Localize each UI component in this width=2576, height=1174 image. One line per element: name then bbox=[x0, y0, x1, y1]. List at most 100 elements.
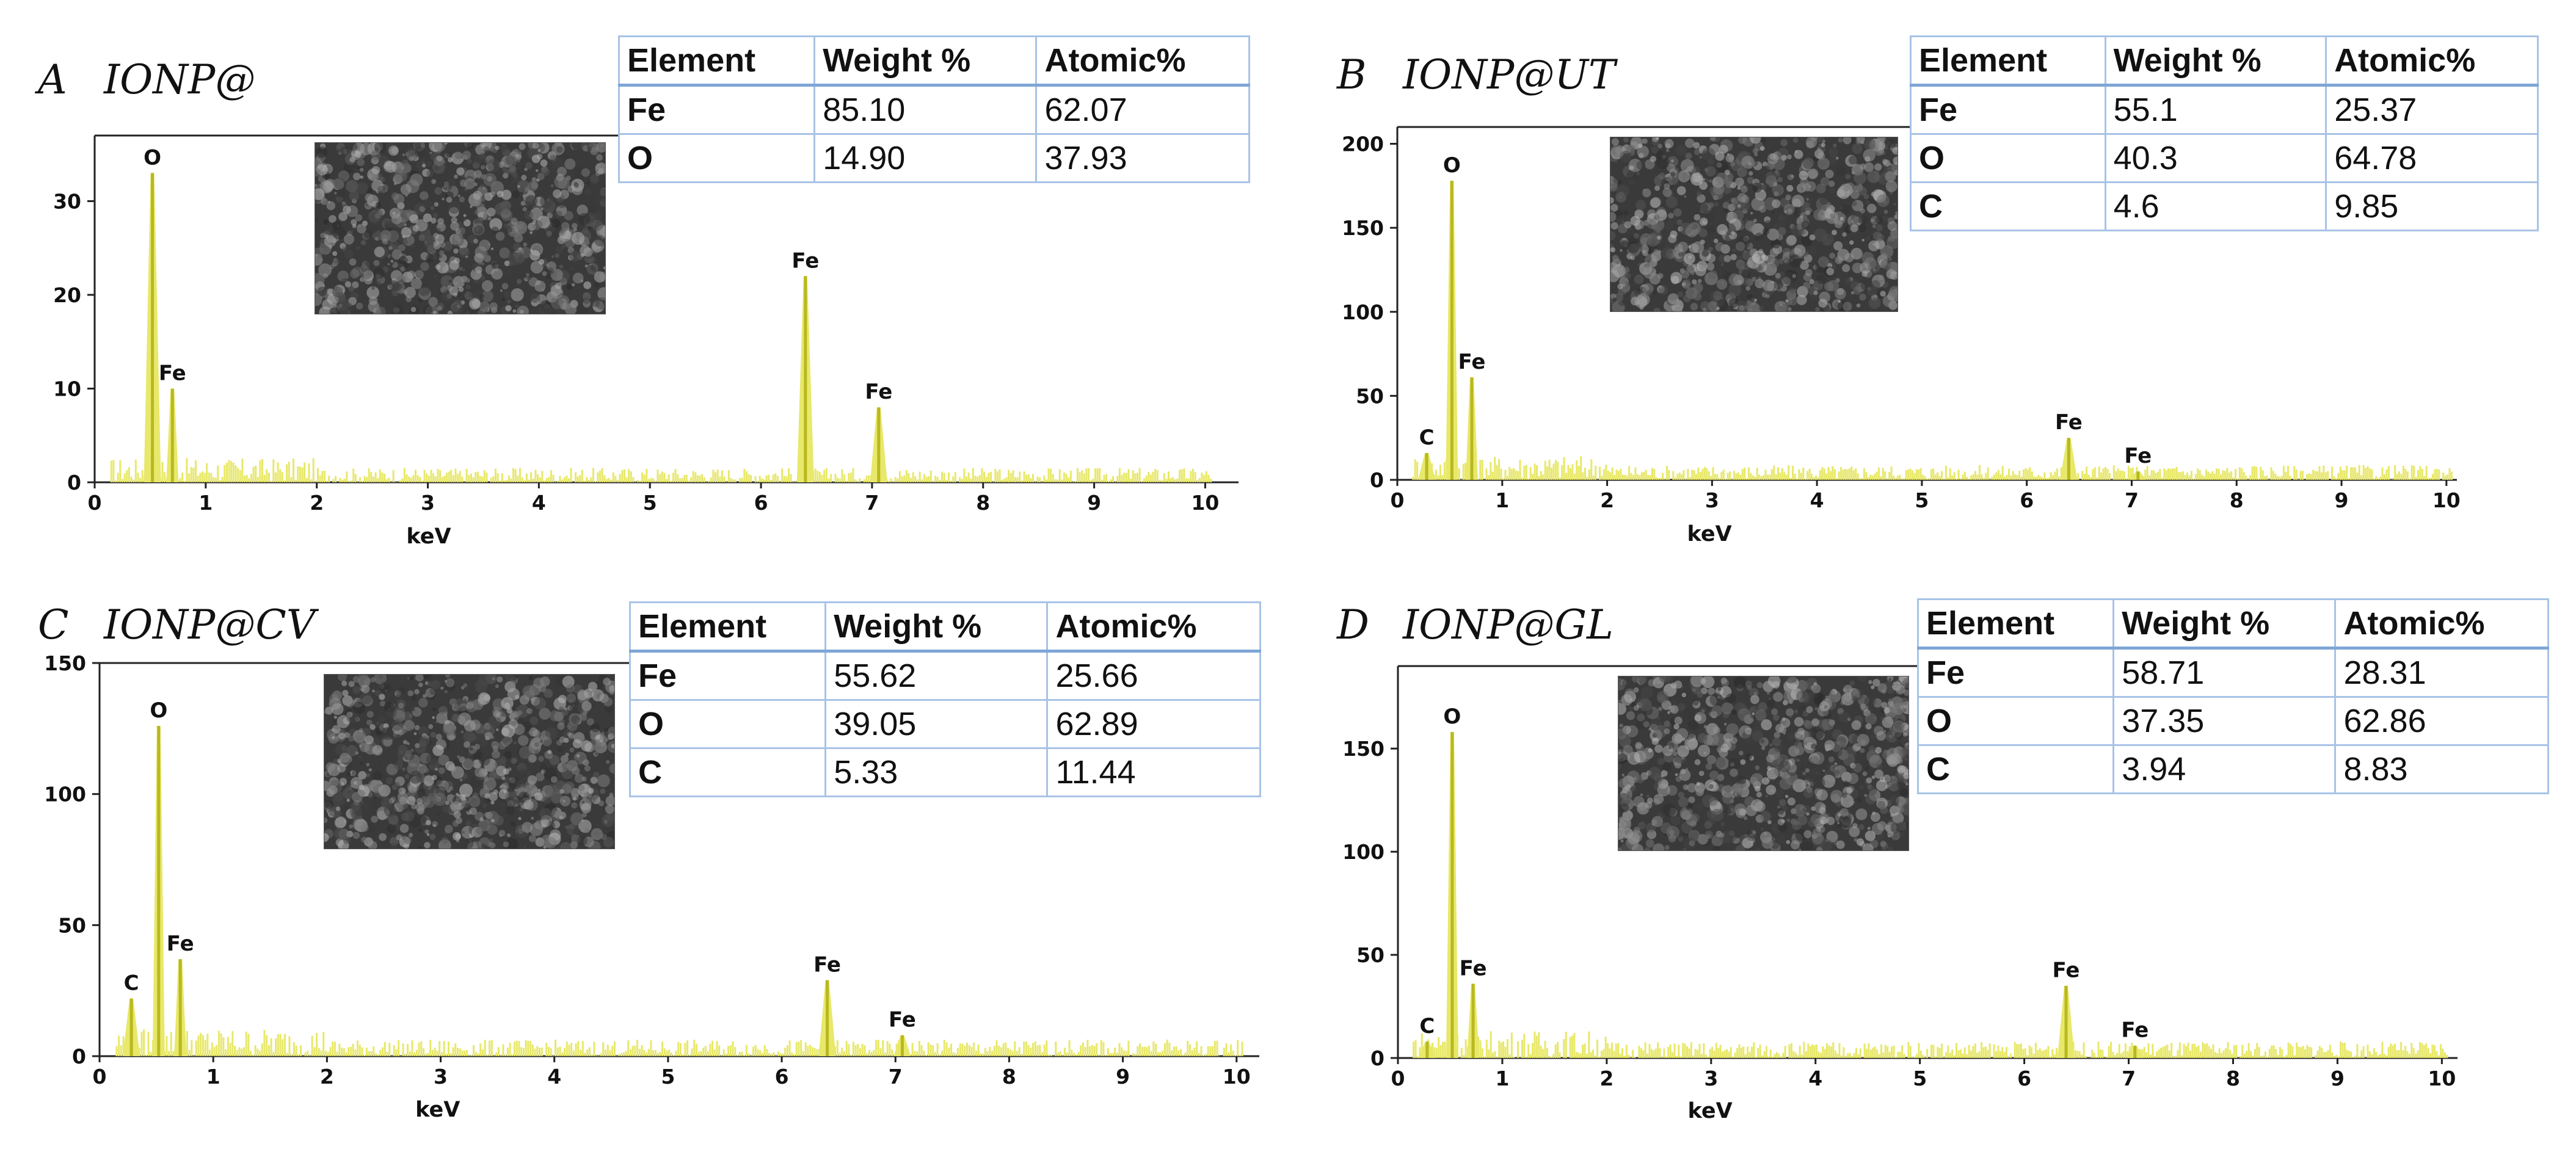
sem-grain bbox=[338, 151, 342, 155]
sem-grain bbox=[493, 789, 498, 795]
sem-grain bbox=[457, 194, 460, 197]
x-tick-label: 0 bbox=[93, 1065, 107, 1089]
sem-grain bbox=[490, 247, 493, 250]
sem-grain bbox=[1728, 273, 1741, 286]
sem-grain bbox=[433, 242, 441, 250]
sem-grain bbox=[1730, 197, 1736, 203]
sem-grain bbox=[406, 258, 412, 263]
composition-table: Element Weight % Atomic% Fe 55.1 25.37 O 40.3 64… bbox=[1910, 35, 2539, 231]
sem-grain bbox=[1797, 252, 1804, 258]
sem-grain bbox=[1860, 140, 1865, 145]
sem-grain bbox=[467, 158, 473, 164]
sem-grain bbox=[508, 252, 512, 256]
x-axis-label: keV bbox=[415, 1098, 460, 1122]
sem-grain bbox=[546, 230, 553, 237]
sem-grain bbox=[500, 289, 503, 292]
sem-grain bbox=[366, 711, 374, 718]
sem-grain bbox=[1860, 163, 1866, 170]
x-tick-label: 9 bbox=[2335, 488, 2349, 512]
sem-grain bbox=[523, 800, 534, 810]
sem-grain bbox=[412, 708, 415, 712]
sem-grain bbox=[1681, 282, 1686, 287]
sem-grain bbox=[322, 299, 333, 310]
sample-name: IONP@ bbox=[104, 56, 256, 103]
sem-grain bbox=[390, 842, 397, 849]
sem-grain bbox=[324, 800, 334, 810]
sem-grain bbox=[453, 248, 459, 254]
sem-grain bbox=[576, 754, 580, 758]
sem-grain bbox=[468, 693, 473, 697]
sem-grain bbox=[452, 820, 459, 827]
sem-grain bbox=[1750, 212, 1753, 215]
sem-grain bbox=[404, 720, 415, 731]
sem-grain bbox=[481, 165, 486, 170]
sem-grain bbox=[387, 824, 396, 834]
sem-grain bbox=[481, 799, 487, 805]
sem-grain bbox=[1656, 228, 1661, 234]
sem-grain bbox=[400, 184, 412, 195]
sem-grain bbox=[407, 270, 416, 279]
sem-grain bbox=[424, 294, 428, 298]
table-row: O 14.90 37.93 bbox=[617, 133, 1250, 183]
sem-grain bbox=[1893, 156, 1897, 165]
sem-grain bbox=[1661, 247, 1673, 259]
sem-grain bbox=[609, 690, 614, 695]
panel-c: C IONP@CV C O Fe Fe Fe 0 1 2 3 4 5 6 7 8 9 10 0 50 100 150 k… bbox=[0, 587, 1288, 1173]
sem-grain bbox=[1610, 177, 1618, 189]
column-header: Element bbox=[617, 35, 816, 87]
sem-grain bbox=[380, 700, 386, 707]
sem-grain bbox=[1833, 241, 1843, 251]
sem-grain bbox=[1741, 156, 1755, 169]
sem-grain bbox=[584, 765, 591, 772]
sem-grain bbox=[445, 678, 455, 687]
sem-grain bbox=[1670, 230, 1678, 238]
sem-grain bbox=[368, 780, 380, 792]
sem-grain bbox=[1887, 221, 1897, 231]
sem-grain bbox=[331, 703, 344, 716]
value-cell: 25.37 bbox=[2325, 84, 2539, 135]
sem-grain bbox=[528, 676, 533, 681]
sem-grain bbox=[504, 260, 510, 266]
sem-grain bbox=[352, 676, 360, 683]
sem-grain bbox=[1775, 172, 1781, 178]
sem-grain bbox=[491, 268, 503, 280]
table-row: Fe 55.62 25.66 bbox=[628, 650, 1261, 701]
sem-grain bbox=[1786, 184, 1794, 192]
sem-grain bbox=[522, 685, 535, 698]
sem-grain bbox=[501, 209, 513, 222]
sem-grain bbox=[376, 280, 382, 286]
sem-grain bbox=[547, 267, 555, 275]
sem-grain bbox=[415, 802, 425, 812]
sem-grain bbox=[571, 231, 585, 245]
sem-grain bbox=[465, 284, 471, 289]
sem-grain bbox=[1792, 274, 1797, 278]
sem-grain bbox=[536, 772, 545, 781]
y-tick-label: 20 bbox=[53, 283, 81, 307]
sem-grain bbox=[1675, 173, 1679, 177]
sem-grain bbox=[331, 728, 335, 732]
sem-grain bbox=[437, 261, 449, 274]
sem-grain bbox=[365, 203, 368, 207]
element-cell: Fe bbox=[617, 84, 816, 135]
sem-grain bbox=[1769, 248, 1779, 257]
sem-grain bbox=[435, 733, 442, 741]
sem-grain bbox=[1709, 137, 1716, 142]
y-tick-label: 10 bbox=[53, 377, 81, 400]
sem-grain bbox=[399, 824, 409, 833]
sem-grain bbox=[505, 805, 515, 816]
table-header-row: Element Weight % Atomic% bbox=[628, 601, 1261, 653]
sem-grain bbox=[379, 694, 385, 700]
x-tick-label: 9 bbox=[1116, 1065, 1130, 1089]
sem-grain bbox=[1729, 291, 1736, 298]
sem-grain bbox=[481, 290, 494, 302]
value-cell: 5.33 bbox=[824, 747, 1049, 797]
sem-grain bbox=[516, 780, 525, 788]
sem-grain bbox=[429, 151, 432, 154]
sem-grain bbox=[457, 755, 460, 759]
sem-grain bbox=[1828, 180, 1835, 187]
sem-grain bbox=[1754, 153, 1758, 157]
sem-grain bbox=[573, 183, 579, 188]
sem-grain bbox=[595, 819, 606, 830]
sem-grain bbox=[358, 744, 362, 748]
sem-grain bbox=[426, 753, 438, 766]
